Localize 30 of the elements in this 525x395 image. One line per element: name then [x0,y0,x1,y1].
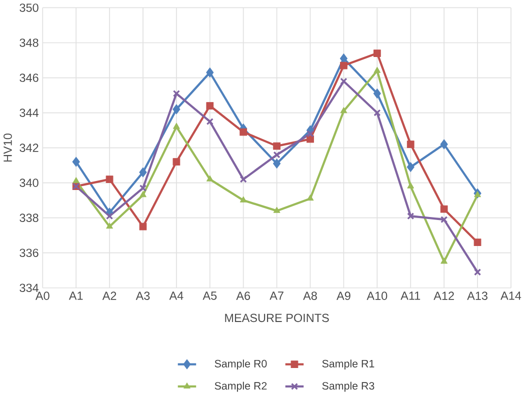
y-tick-label: 346 [20,73,38,82]
x-tick-label: A13 [467,291,488,300]
y-tick-label: 340 [20,178,38,187]
x-tick-label: A7 [270,291,284,300]
x-tick-label: A4 [169,291,184,300]
x-axis-title: MEASURE POINTS [225,314,329,322]
y-tick-label: 334 [20,284,38,292]
x-tick-label: A8 [303,291,317,300]
legend-label: Sample R3 [322,382,374,392]
y-tick-label: 336 [20,248,38,257]
x-tick-label: A10 [366,291,388,300]
x-tick-label: A6 [236,291,250,300]
y-tick-label: 350 [20,3,38,12]
x-tick-label: A2 [102,291,116,300]
legend-label: Sample R1 [322,359,374,370]
x-tick-label: A11 [400,291,420,300]
legend-label: Sample R0 [214,359,267,370]
x-tick-label: A0 [35,291,50,300]
x-tick-label: A14 [500,291,522,300]
x-tick-label: A12 [434,291,454,300]
y-tick-label: 344 [20,108,38,117]
x-tick-label: A1 [68,291,83,300]
y-tick-label: 338 [20,213,38,222]
y-axis-title: HV10 [4,133,12,162]
x-tick-label: A9 [336,291,350,300]
legend-label: Sample R2 [214,382,267,392]
x-tick-label: A5 [202,291,217,300]
x-tick-label: A3 [136,291,150,300]
y-tick-label: 348 [20,38,38,47]
y-tick-label: 342 [20,143,38,152]
